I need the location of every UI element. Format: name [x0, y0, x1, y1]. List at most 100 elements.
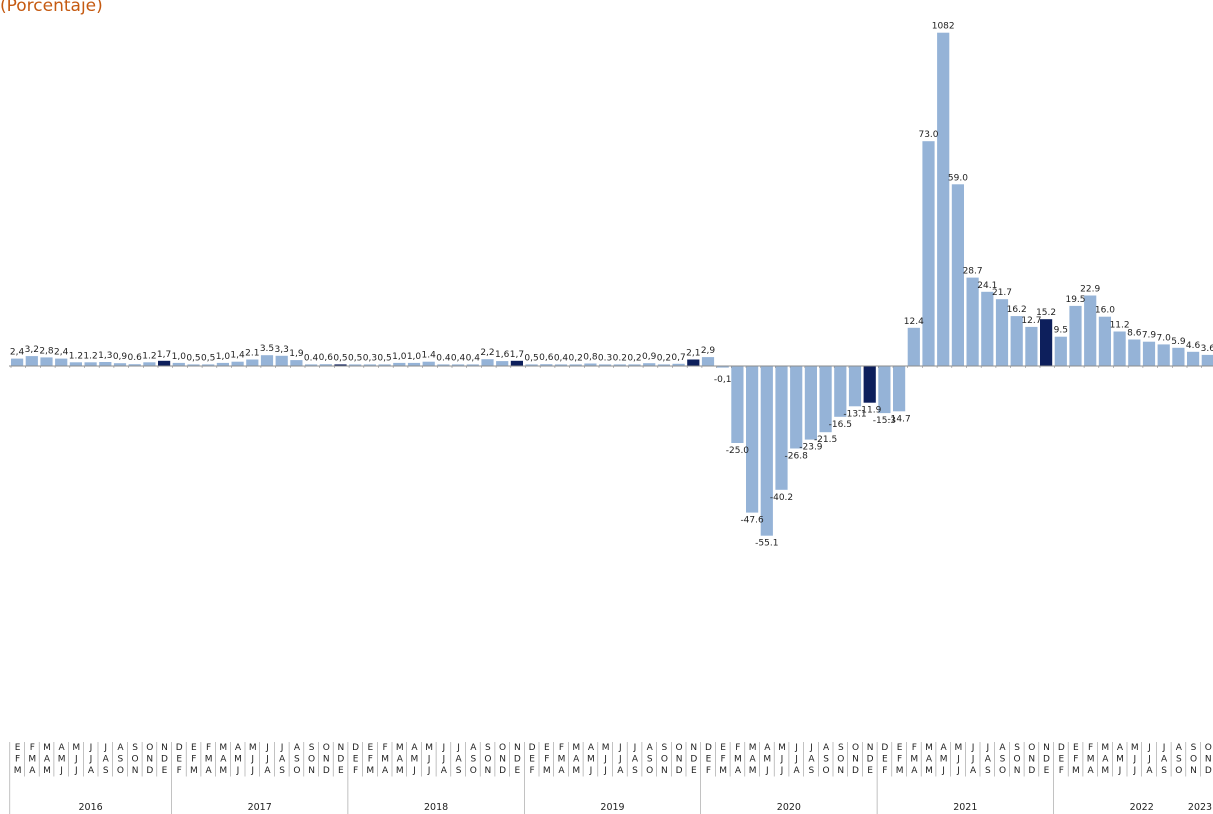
bar-78	[1157, 344, 1170, 366]
bar-54	[804, 366, 817, 440]
value-label-25: 0,5	[377, 353, 391, 363]
month-label-r0-37: F	[559, 743, 564, 753]
month-label-r0-24: E	[367, 743, 373, 753]
month-label-r1-15: M	[234, 755, 242, 765]
value-label-52: -40.2	[770, 493, 793, 503]
month-label-r0-19: A	[294, 743, 301, 753]
month-label-r0-55: A	[823, 743, 830, 753]
month-label-r1-26: A	[397, 755, 404, 765]
value-label-61: 12.4	[904, 317, 924, 327]
month-label-r0-3: A	[59, 743, 66, 753]
value-label-67: 21.7	[992, 288, 1012, 298]
bar-12	[187, 364, 200, 366]
value-label-6: 1,3	[98, 351, 112, 361]
month-label-r1-33: N	[499, 755, 506, 765]
month-label-r1-63: M	[940, 755, 948, 765]
bar-42	[628, 364, 641, 366]
month-label-r2-76: J	[1132, 766, 1136, 776]
value-label-64: 59.0	[948, 173, 968, 183]
bar-15	[231, 361, 244, 366]
month-label-r0-77: J	[1147, 743, 1151, 753]
year-label-2022: 2022	[1130, 802, 1154, 813]
bar-43	[643, 363, 656, 366]
month-label-r2-64: J	[956, 766, 960, 776]
month-label-r2-14: M	[219, 766, 227, 776]
month-label-r2-72: M	[1072, 766, 1080, 776]
month-label-r1-38: A	[573, 755, 580, 765]
value-label-49: -25.0	[726, 446, 750, 456]
value-label-51: -55.1	[755, 539, 778, 549]
value-label-76: 8.6	[1127, 329, 1142, 339]
month-label-r0-70: N	[1043, 743, 1050, 753]
value-label-9: 1.2	[142, 351, 156, 361]
bar-24	[363, 364, 376, 366]
bar-7	[113, 363, 127, 366]
value-label-8: 0.6	[128, 353, 143, 363]
month-label-r1-81: N	[1205, 755, 1212, 765]
month-label-r0-45: O	[676, 743, 683, 753]
value-label-71: 9.5	[1054, 326, 1068, 336]
month-label-r1-49: M	[734, 755, 742, 765]
month-label-r1-32: O	[484, 755, 491, 765]
month-label-r1-9: N	[146, 755, 153, 765]
value-label-50: -47.6	[740, 516, 764, 526]
bar-67	[995, 299, 1009, 366]
month-label-r0-63: A	[941, 743, 948, 753]
month-label-r0-40: M	[602, 743, 610, 753]
month-label-r1-52: J	[780, 755, 784, 765]
value-label-46: 2,1	[686, 349, 700, 359]
month-label-r1-36: F	[544, 755, 549, 765]
value-label-72: 19.5	[1065, 295, 1085, 305]
month-label-r1-37: M	[558, 755, 566, 765]
bar-14	[216, 362, 229, 366]
bar-69	[1025, 326, 1038, 366]
month-label-r2-53: A	[794, 766, 801, 776]
month-label-r2-52: J	[780, 766, 784, 776]
month-label-r0-72: E	[1073, 743, 1079, 753]
month-label-r0-27: A	[411, 743, 418, 753]
bar-23	[349, 364, 362, 366]
month-label-r2-59: F	[882, 766, 887, 776]
month-label-r1-0: F	[15, 755, 20, 765]
value-label-36: 0,6	[539, 353, 554, 363]
bar-8	[128, 364, 141, 366]
month-label-r2-57: D	[852, 766, 859, 776]
month-label-r0-50: M	[749, 743, 757, 753]
month-label-r2-44: N	[661, 766, 668, 776]
month-label-r1-29: J	[441, 755, 445, 765]
month-label-r0-36: E	[544, 743, 550, 753]
year-label-2023: 2023	[1188, 802, 1212, 813]
value-label-44: 0,2	[657, 353, 671, 363]
bar-49	[731, 366, 744, 443]
month-label-r0-9: O	[146, 743, 153, 753]
month-label-r1-5: J	[89, 755, 93, 765]
month-label-r1-21: N	[323, 755, 330, 765]
month-label-r0-29: J	[441, 743, 445, 753]
bar-51	[760, 366, 773, 536]
month-label-r2-78: S	[1161, 766, 1167, 776]
month-label-r2-73: A	[1088, 766, 1095, 776]
month-label-r1-10: D	[161, 755, 168, 765]
year-label-2019: 2019	[600, 802, 624, 813]
bar-41	[613, 364, 626, 366]
month-label-r0-41: J	[618, 743, 622, 753]
bar-79	[1172, 347, 1185, 366]
month-label-r1-66: A	[985, 755, 992, 765]
month-label-r1-72: F	[1073, 755, 1078, 765]
month-label-r0-28: M	[425, 743, 433, 753]
year-label-2020: 2020	[777, 802, 801, 813]
month-label-r1-75: M	[1116, 755, 1124, 765]
month-label-r2-9: D	[146, 766, 153, 776]
month-label-r2-37: A	[558, 766, 565, 776]
month-label-r1-17: J	[265, 755, 269, 765]
month-label-r0-71: D	[1058, 743, 1065, 753]
month-label-r2-15: J	[236, 766, 240, 776]
month-label-r0-47: D	[705, 743, 712, 753]
bar-38	[569, 364, 582, 366]
month-label-r2-34: E	[515, 766, 521, 776]
bar-0	[11, 358, 24, 366]
month-label-r1-1: M	[28, 755, 36, 765]
year-label-2016: 2016	[79, 802, 103, 813]
month-label-r2-46: E	[691, 766, 697, 776]
